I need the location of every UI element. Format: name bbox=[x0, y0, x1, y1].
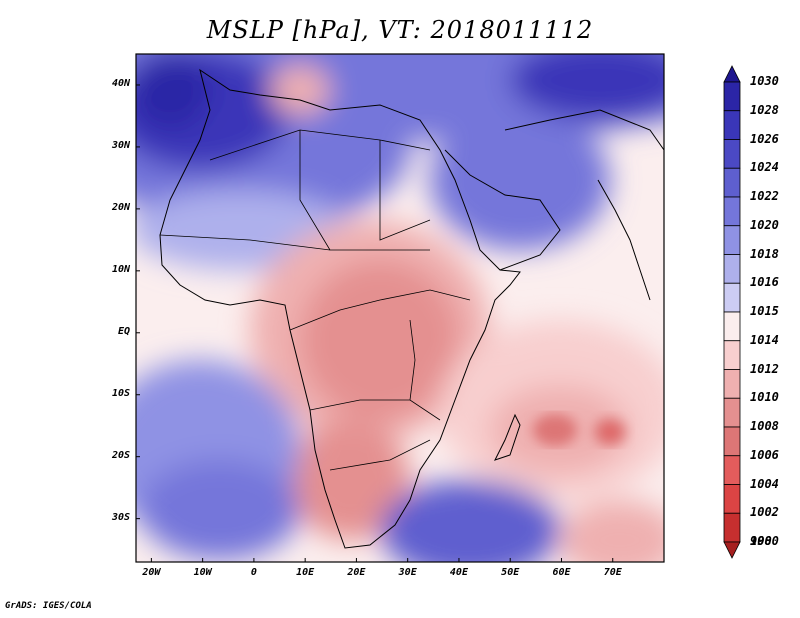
colorbar-swatch bbox=[723, 196, 741, 227]
lat-tick-label: 20S bbox=[111, 449, 130, 461]
lon-tick-label: 0 bbox=[250, 567, 257, 578]
lat-tick-label: 30N bbox=[111, 139, 130, 151]
colorbar-label: 1006 bbox=[750, 447, 779, 462]
lat-tick-label: 10S bbox=[111, 387, 130, 399]
colorbar-swatch bbox=[723, 311, 741, 342]
map-frame bbox=[135, 53, 665, 563]
lon-tick-label: 10E bbox=[296, 567, 315, 578]
colorbar-swatch bbox=[723, 65, 741, 83]
lon-tick-label: 20E bbox=[347, 567, 366, 578]
colorbar-label: 1002 bbox=[750, 505, 779, 520]
colorbar-swatch bbox=[723, 340, 741, 370]
lon-tick-label: 60E bbox=[552, 567, 571, 578]
lat-tick-label: 10N bbox=[111, 263, 130, 275]
lat-tick-label: EQ bbox=[117, 325, 130, 337]
colorbar-swatch bbox=[723, 541, 741, 559]
lon-tick-label: 10W bbox=[193, 567, 212, 578]
colorbar-label: 1012 bbox=[750, 361, 779, 376]
lon-tick-label: 50E bbox=[501, 567, 520, 578]
colorbar-label: 1026 bbox=[750, 131, 779, 146]
lat-tick-label: 30S bbox=[111, 511, 130, 523]
country-borders bbox=[159, 129, 471, 471]
pressure-field bbox=[136, 54, 664, 562]
colorbar-swatch bbox=[723, 110, 741, 140]
lon-tick-label: 20W bbox=[142, 567, 161, 578]
colorbar-label: 1010 bbox=[750, 390, 779, 405]
colorbar-swatch bbox=[723, 139, 741, 169]
colorbar-swatch bbox=[723, 397, 741, 428]
colorbar-label: 998 bbox=[750, 534, 772, 548]
colorbar-swatch bbox=[723, 426, 741, 457]
colorbar-label: 1015 bbox=[750, 304, 779, 318]
colorbar-swatch bbox=[723, 282, 741, 313]
colorbar-label: 1018 bbox=[750, 246, 779, 261]
lat-tick-label: 20N bbox=[111, 201, 130, 213]
colorbar-swatch bbox=[723, 455, 741, 485]
colorbar-label: 1020 bbox=[750, 217, 779, 232]
plot-title: MSLP [hPa], VT: 2018011112 bbox=[206, 16, 594, 44]
colorbar-label: 1022 bbox=[750, 189, 779, 203]
lon-tick-label: 30E bbox=[398, 567, 417, 578]
colorbar-label: 1004 bbox=[750, 476, 779, 491]
colorbar-label: 1024 bbox=[750, 160, 779, 175]
colorbar-label: 1030 bbox=[750, 74, 779, 88]
lat-tick-label: 40N bbox=[111, 77, 130, 89]
lon-tick-label: 70E bbox=[603, 567, 622, 578]
colorbar-label: 1000 bbox=[750, 534, 779, 548]
colorbar-swatch bbox=[723, 254, 741, 284]
colorbar-label: 1016 bbox=[750, 275, 779, 290]
credit-label: GrADS: IGES/COLA bbox=[5, 601, 92, 611]
colorbar-swatch bbox=[723, 369, 741, 399]
colorbar-swatch bbox=[723, 225, 741, 255]
colorbar-label: 1014 bbox=[750, 332, 779, 347]
lon-tick-label: 40E bbox=[449, 567, 468, 578]
colorbar-label: 1028 bbox=[750, 102, 779, 117]
colorbar-swatch bbox=[723, 484, 741, 514]
colorbar-swatch bbox=[723, 167, 741, 198]
coastlines bbox=[159, 68, 664, 549]
colorbar-swatch bbox=[723, 81, 741, 112]
colorbar-label: 1008 bbox=[750, 419, 779, 433]
colorbar-swatch bbox=[723, 512, 741, 543]
